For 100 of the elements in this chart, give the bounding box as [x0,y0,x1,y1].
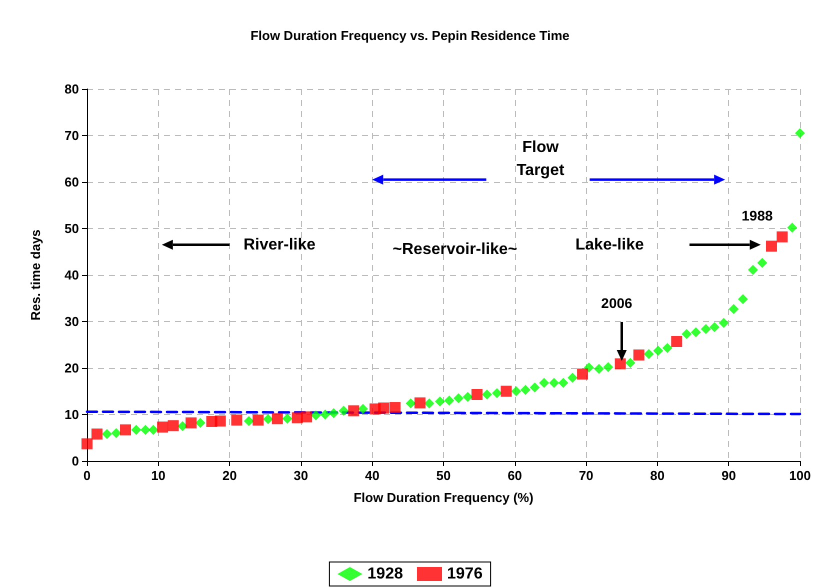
point [795,128,805,138]
point [140,424,150,435]
point [757,258,768,268]
point [653,346,664,356]
point [252,414,264,426]
point [462,392,473,402]
point [748,264,758,275]
point [444,396,454,406]
point [424,398,434,408]
point [148,424,158,435]
y-axis-title: Res. time days [28,229,43,321]
point [492,388,502,398]
y-tick-label: 50 [64,221,79,236]
y-tick-label: 40 [64,268,79,282]
point [157,422,168,433]
x-tick-label: 10 [151,468,166,483]
point [539,378,550,388]
point [625,358,636,368]
point [301,411,312,422]
point [787,222,798,233]
x-tick-label: 80 [650,468,665,483]
point [738,294,748,304]
point [577,368,588,380]
point [690,327,701,338]
point [472,389,483,400]
point [500,386,512,397]
point [530,382,540,393]
point [244,416,254,426]
point [453,393,464,404]
x-axis-title: Flow Duration Frequency (%) [354,490,534,505]
x-tick-label: 0 [83,468,91,483]
point [568,372,578,383]
point [766,240,777,252]
point [406,398,416,408]
legend-label: 1928 [367,566,404,582]
point [120,424,131,436]
point [168,420,179,432]
y-tick-label: 80 [64,82,79,96]
point [682,329,692,340]
point [338,406,349,416]
x-tick-label: 90 [721,468,736,483]
legend-label: 1976 [447,566,483,582]
point [358,404,368,414]
point [594,364,604,374]
point [728,304,739,314]
point [348,405,360,416]
x-tick-label: 40 [364,468,380,483]
point [776,231,788,242]
point [82,438,92,450]
point [390,402,401,414]
chart-title: Flow Duration Frequency vs. Pepin Residence Time [250,28,570,43]
y-tick-label: 70 [64,128,79,143]
point [709,322,720,332]
point [700,324,711,334]
point [614,358,626,370]
point [131,424,142,435]
point [511,386,522,396]
x-tick-label: 60 [508,468,522,483]
point [434,396,445,406]
x-tick-label: 100 [789,468,811,483]
x-tick-label: 30 [294,468,308,483]
point [231,414,242,426]
y-tick-label: 30 [64,314,79,329]
point [718,318,729,328]
y-tick-label: 60 [64,174,79,190]
point [633,349,644,360]
point [320,410,330,420]
point [310,410,321,420]
point [195,418,206,428]
point [414,397,426,408]
y-tick-label: 10 [64,407,79,422]
y-tick-label: 0 [72,454,79,468]
point [378,402,390,414]
point [558,378,568,388]
x-tick-label: 20 [222,468,237,483]
x-tick-label: 70 [578,468,594,483]
point [603,362,614,372]
annotation: Flow Target [516,138,565,179]
point [671,336,682,347]
y-tick-label: 20 [64,360,79,376]
point [662,343,672,354]
point [91,428,102,440]
point [186,417,197,428]
annotation: 2006 [601,295,633,312]
annotation: 1988 [742,208,773,224]
point [214,416,226,427]
point [282,414,292,424]
annotation: ~Reservoir-like~ [392,241,518,258]
point [328,408,339,418]
point [549,378,560,388]
point [263,414,274,424]
x-tick-label: 50 [436,468,451,483]
point [272,413,283,424]
point [111,428,122,438]
point [644,349,654,360]
point [102,429,112,440]
annotation: River-like [243,236,316,254]
point [482,390,492,400]
annotation: Lake-like [575,236,644,254]
point [520,384,530,395]
